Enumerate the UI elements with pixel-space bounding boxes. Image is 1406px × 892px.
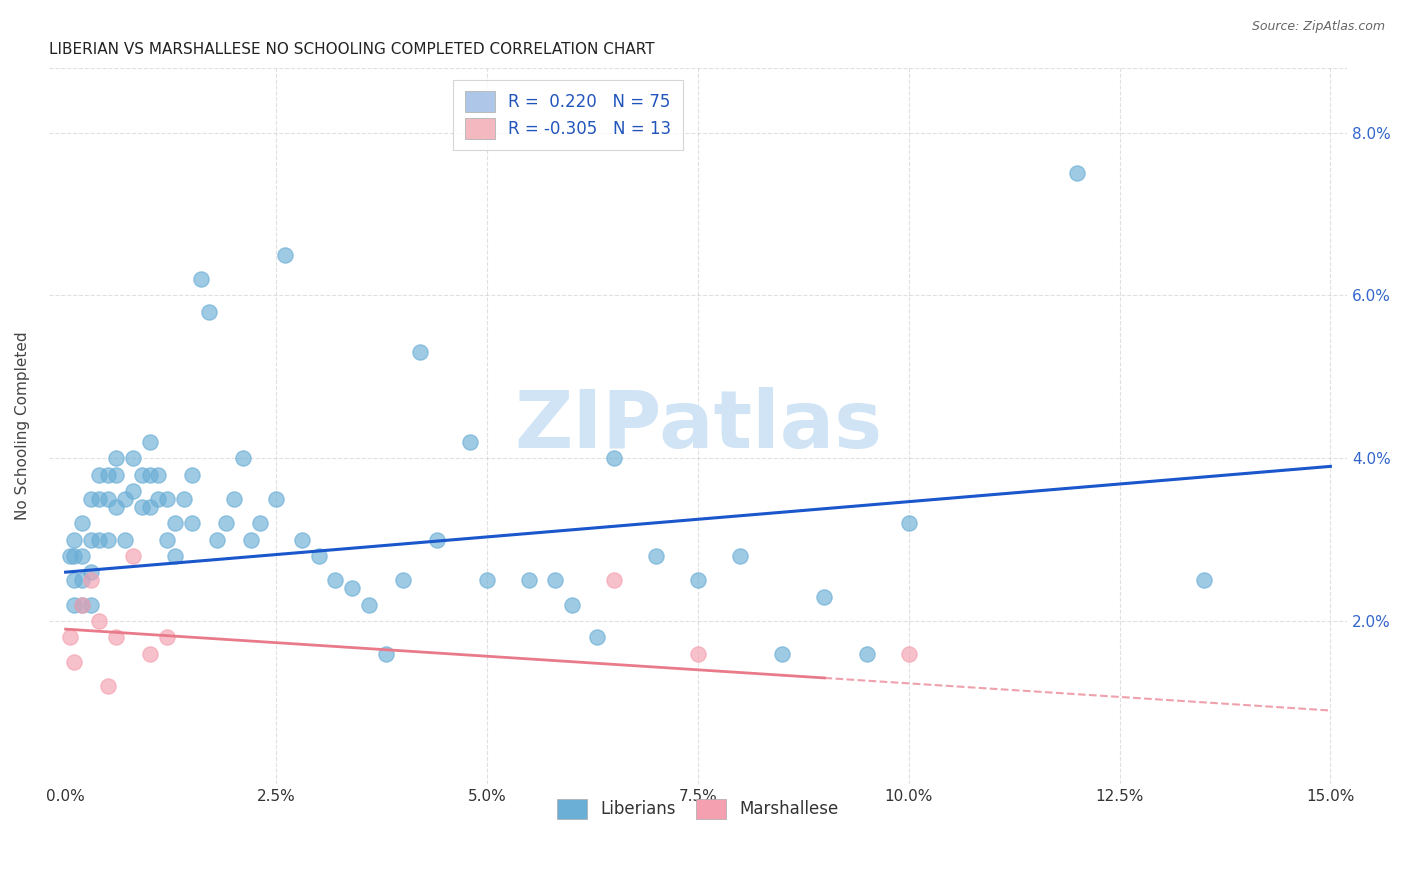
Point [686,574,709,588]
Point [114,533,136,547]
Point [63,574,86,588]
Point [165,549,187,563]
Point [156,491,179,506]
Point [139,500,162,514]
Point [1066,166,1088,180]
Point [139,434,162,449]
Point [477,574,499,588]
Point [173,491,195,506]
Point [97,491,120,506]
Point [165,516,187,531]
Point [97,533,120,547]
Point [80,574,103,588]
Point [249,516,271,531]
Text: Source: ZipAtlas.com: Source: ZipAtlas.com [1251,20,1385,33]
Point [342,582,364,596]
Point [89,533,111,547]
Point [190,272,212,286]
Point [770,647,793,661]
Point [560,598,582,612]
Point [139,647,162,661]
Point [181,516,204,531]
Point [409,345,432,359]
Point [80,491,103,506]
Point [232,451,254,466]
Point [359,598,381,612]
Point [131,500,153,514]
Point [215,516,238,531]
Point [274,248,297,262]
Point [240,533,263,547]
Point [207,533,229,547]
Point [224,491,246,506]
Point [543,574,565,588]
Point [80,565,103,579]
Point [426,533,449,547]
Point [392,574,415,588]
Point [72,574,94,588]
Point [644,549,666,563]
Point [148,491,170,506]
Legend: Liberians, Marshallese: Liberians, Marshallese [551,792,845,825]
Point [89,491,111,506]
Point [308,549,330,563]
Point [375,647,398,661]
Point [198,305,221,319]
Y-axis label: No Schooling Completed: No Schooling Completed [15,332,30,520]
Point [63,598,86,612]
Point [148,467,170,482]
Text: ZIPatlas: ZIPatlas [513,387,882,465]
Point [602,451,624,466]
Point [602,574,624,588]
Text: LIBERIAN VS MARSHALLESE NO SCHOOLING COMPLETED CORRELATION CHART: LIBERIAN VS MARSHALLESE NO SCHOOLING COM… [49,42,654,57]
Point [181,467,204,482]
Point [122,451,145,466]
Point [156,533,179,547]
Point [97,679,120,693]
Point [813,590,835,604]
Point [97,467,120,482]
Point [156,630,179,644]
Point [897,647,920,661]
Point [89,467,111,482]
Point [72,598,94,612]
Point [59,549,82,563]
Point [325,574,347,588]
Point [59,630,82,644]
Point [72,549,94,563]
Point [72,598,94,612]
Point [1192,574,1215,588]
Point [89,614,111,628]
Point [460,434,482,449]
Point [855,647,877,661]
Point [122,549,145,563]
Point [131,467,153,482]
Point [105,467,128,482]
Point [105,451,128,466]
Point [114,491,136,506]
Point [686,647,709,661]
Point [80,598,103,612]
Point [105,500,128,514]
Point [728,549,751,563]
Point [897,516,920,531]
Point [63,533,86,547]
Point [266,491,288,506]
Point [122,483,145,498]
Point [291,533,314,547]
Point [585,630,607,644]
Point [80,533,103,547]
Point [63,655,86,669]
Point [519,574,541,588]
Point [63,549,86,563]
Point [72,516,94,531]
Point [139,467,162,482]
Point [105,630,128,644]
